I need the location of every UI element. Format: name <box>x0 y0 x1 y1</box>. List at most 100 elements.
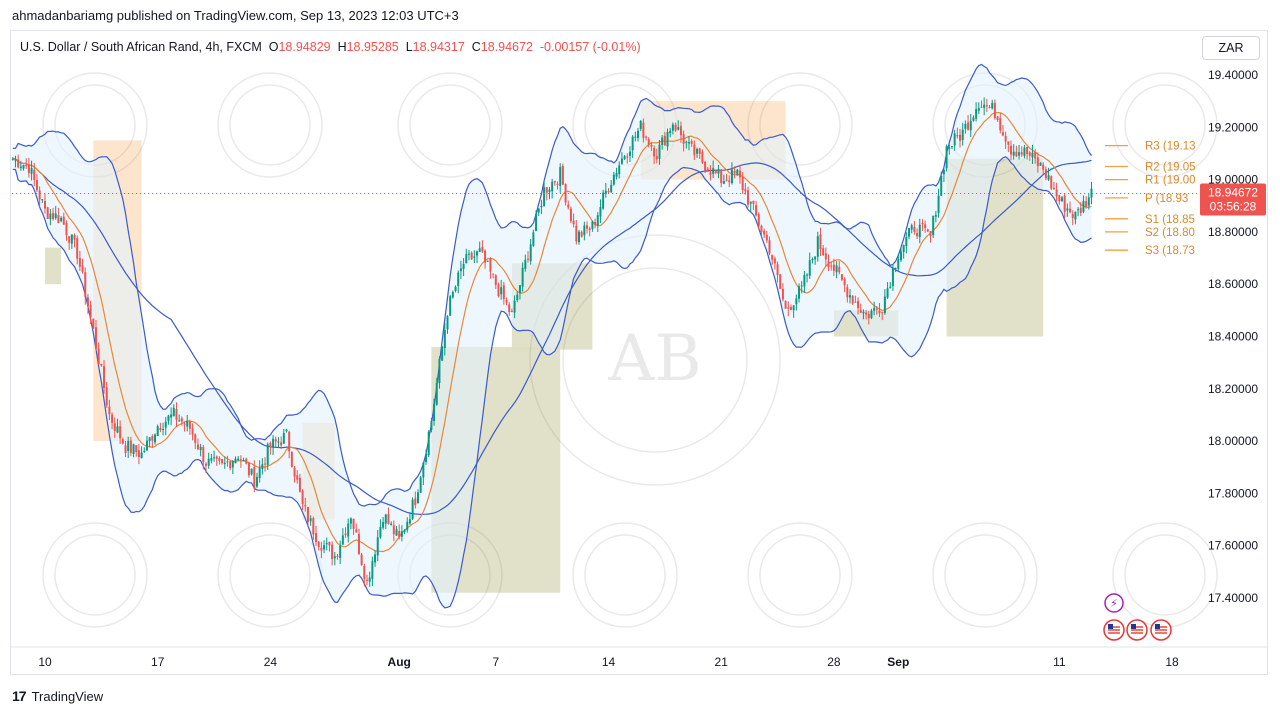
x-axis-tick-label: Aug <box>388 655 411 669</box>
us-flag-event-icon[interactable] <box>1103 619 1125 641</box>
y-axis-tick-label: 18.40000 <box>1208 330 1258 344</box>
candle-body <box>288 431 291 452</box>
candle-body <box>586 225 589 229</box>
candle-body <box>956 135 959 137</box>
candle-body <box>926 229 929 232</box>
candle-body <box>980 106 983 108</box>
candle-body <box>615 173 618 177</box>
candle-body <box>889 286 892 289</box>
candle-body <box>60 217 63 222</box>
chart-frame <box>10 30 1268 675</box>
candle-body <box>535 213 538 232</box>
candle-body <box>183 423 186 425</box>
candle-body <box>363 565 366 579</box>
candle-body <box>221 458 224 464</box>
candle-body <box>851 296 854 304</box>
candle-body <box>489 258 492 272</box>
candle-body <box>540 205 543 208</box>
candle-body <box>913 227 916 232</box>
candle-body <box>111 414 114 423</box>
candle-body <box>457 272 460 286</box>
candle-body <box>46 207 49 219</box>
candle-body <box>1028 152 1031 156</box>
candle-body <box>642 122 645 138</box>
candle-body <box>594 222 597 225</box>
candle-body <box>113 423 116 431</box>
candle-body <box>655 156 658 160</box>
candle-body <box>470 252 473 260</box>
candle-body <box>462 263 465 269</box>
candle-body <box>68 236 71 243</box>
candle-body <box>878 310 881 314</box>
candle-body <box>964 124 967 129</box>
candle-body <box>596 215 599 226</box>
lightning-event-icon[interactable] <box>1104 593 1124 613</box>
candle-body <box>886 288 889 298</box>
candle-body <box>991 102 994 109</box>
candle-body <box>741 176 744 191</box>
watermark-text: AB <box>607 322 701 396</box>
candle-body <box>620 158 623 164</box>
us-flag-event-icon[interactable] <box>1150 619 1172 641</box>
candle-body <box>62 216 65 225</box>
candle-body <box>1026 147 1029 155</box>
candle-body <box>148 437 151 441</box>
candle-body <box>532 232 535 246</box>
candle-body <box>1058 195 1061 202</box>
candle-body <box>720 169 723 184</box>
candle-body <box>494 275 497 286</box>
candle-body <box>239 459 242 461</box>
candle-body <box>934 215 937 217</box>
candle-body <box>312 518 315 535</box>
candle-body <box>301 490 304 504</box>
open-value: 18.94829 <box>278 40 331 54</box>
us-flag-event-icon[interactable] <box>1126 619 1148 641</box>
candle-body <box>623 156 626 160</box>
candle-body <box>932 215 935 236</box>
candle-body <box>374 554 377 563</box>
candle-body <box>959 134 962 141</box>
candle-body <box>634 136 637 138</box>
candle-body <box>280 442 283 446</box>
candle-body <box>1060 197 1063 202</box>
watermark-seal <box>747 522 853 628</box>
candle-body <box>953 133 956 146</box>
candle-body <box>33 169 36 180</box>
candle-body <box>328 541 331 546</box>
candle-body <box>527 258 529 260</box>
candle-body <box>296 475 299 480</box>
candle-body <box>167 415 170 421</box>
tradingview-logo[interactable]: 17 TradingView <box>12 688 103 704</box>
candle-body <box>1087 197 1090 206</box>
candle-body <box>486 260 489 262</box>
candle-body <box>846 287 849 298</box>
candle-body <box>881 312 884 314</box>
candle-body <box>631 136 634 151</box>
candle-body <box>757 213 760 226</box>
candle-body <box>135 445 138 453</box>
high-label: H <box>337 40 347 54</box>
candle-body <box>983 104 986 108</box>
candle-body <box>556 183 559 185</box>
candle-body <box>22 164 25 169</box>
candle-body <box>411 499 414 519</box>
candle-body <box>940 176 943 196</box>
candle-body <box>11 158 14 160</box>
candle-body <box>1015 151 1018 157</box>
candle-body <box>867 314 870 319</box>
candle-body <box>78 258 81 267</box>
candle-body <box>398 530 401 538</box>
y-axis-tick-label: 19.00000 <box>1208 173 1258 187</box>
tradingview-mark-icon: 17 <box>12 688 27 704</box>
candle-body <box>500 287 503 295</box>
candle-body <box>559 167 562 186</box>
candle-body <box>320 547 323 551</box>
candle-body <box>269 443 272 448</box>
candle-body <box>873 307 876 311</box>
candle-body <box>865 312 868 315</box>
candle-body <box>733 170 736 174</box>
watermark-center-seal <box>529 234 781 486</box>
watermark-center-inner <box>562 267 748 453</box>
currency-button[interactable]: ZAR <box>1202 36 1260 60</box>
